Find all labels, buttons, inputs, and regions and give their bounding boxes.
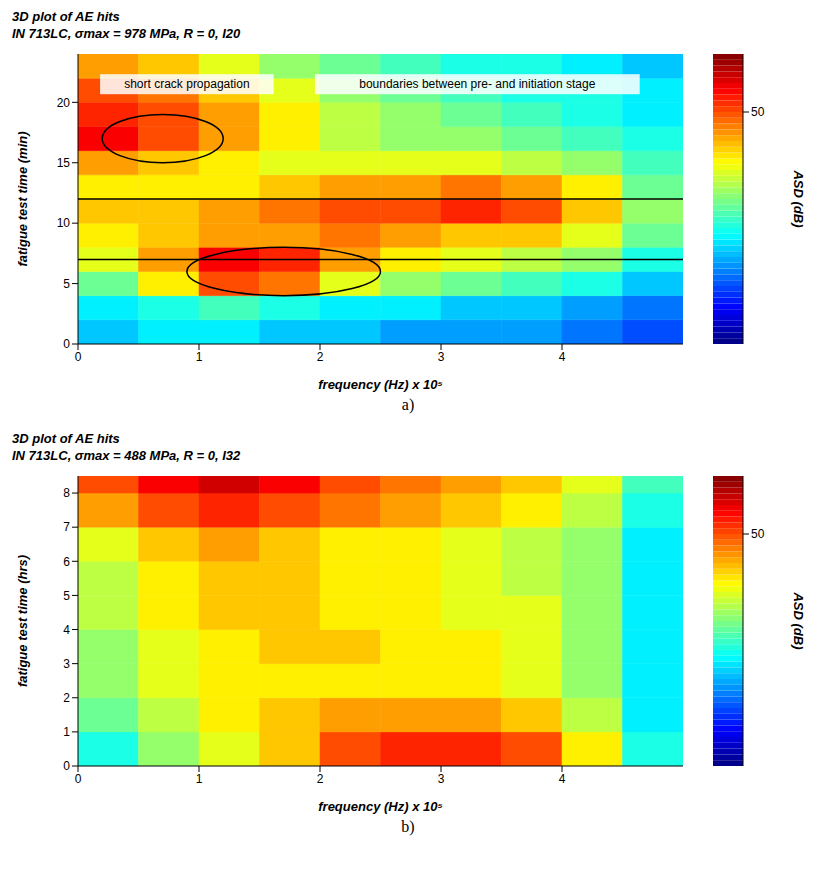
svg-text:ASD (dB): ASD (dB): [791, 591, 806, 649]
html-text:3D plot of AE hits: 3D plot of AE hits: [12, 9, 120, 24]
svg-text:boundaries between pre- and in: boundaries between pre- and initiation s…: [359, 77, 595, 91]
html-text:IN 713LC, σmax = 978 MPa, R =: IN 713LC, σmax = 978 MPa, R = 0, I20: [12, 26, 241, 41]
svg-text:50: 50: [751, 105, 765, 119]
svg-text:short crack propagation: short crack propagation: [124, 77, 249, 91]
svg-text:2: 2: [63, 691, 70, 705]
svg-text:0: 0: [75, 772, 82, 786]
svg-text:50: 50: [751, 527, 765, 541]
html-text:a): a): [401, 396, 415, 413]
svg-text:4: 4: [559, 350, 566, 364]
html-text:IN 713LC, σmax = 488 MPa, R =: IN 713LC, σmax = 488 MPa, R = 0, I32: [12, 448, 241, 463]
svg-text:15: 15: [57, 156, 71, 170]
svg-text:6: 6: [63, 555, 70, 569]
html-text:b): b): [401, 818, 415, 835]
svg-text:4: 4: [63, 623, 70, 637]
svg-text:1: 1: [196, 350, 203, 364]
svg-text:3: 3: [63, 657, 70, 671]
svg-text:fatigue test time (hrs): fatigue test time (hrs): [15, 555, 30, 687]
svg-text:1: 1: [63, 725, 70, 739]
svg-text:10: 10: [57, 216, 71, 230]
svg-text:0: 0: [63, 759, 70, 773]
svg-text:5: 5: [63, 277, 70, 291]
svg-text:0: 0: [75, 350, 82, 364]
svg-text:20: 20: [57, 96, 71, 110]
svg-text:4: 4: [559, 772, 566, 786]
svg-text:ASD (dB): ASD (dB): [791, 169, 806, 227]
svg-text:3: 3: [438, 350, 445, 364]
svg-text:5: 5: [63, 589, 70, 603]
svg-text:1: 1: [196, 772, 203, 786]
svg-text:8: 8: [63, 486, 70, 500]
svg-text:7: 7: [63, 520, 70, 534]
svg-text:2: 2: [317, 350, 324, 364]
svg-text:3: 3: [438, 772, 445, 786]
svg-text:frequency (Hz) x 10⁵: frequency (Hz) x 10⁵: [318, 799, 442, 814]
svg-text:fatigue test time (min): fatigue test time (min): [15, 131, 30, 266]
svg-text:2: 2: [317, 772, 324, 786]
svg-text:0: 0: [63, 337, 70, 351]
html-text:3D plot of AE hits: 3D plot of AE hits: [12, 431, 120, 446]
svg-text:frequency (Hz) x 10⁵: frequency (Hz) x 10⁵: [318, 377, 442, 392]
